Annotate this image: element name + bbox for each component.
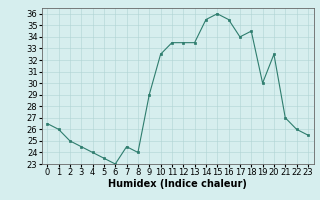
X-axis label: Humidex (Indice chaleur): Humidex (Indice chaleur) bbox=[108, 179, 247, 189]
